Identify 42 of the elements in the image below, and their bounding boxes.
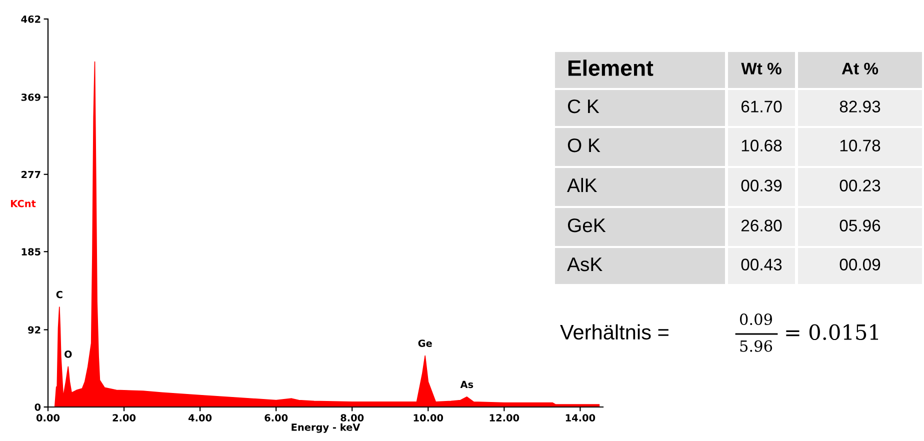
x-tick-label: 12.00 — [490, 414, 520, 422]
y-tick-label: 92 — [28, 326, 40, 334]
annotation: C — [56, 290, 62, 298]
y-tick-label: 0 — [34, 403, 41, 411]
x-tick-label: 0.00 — [36, 414, 60, 422]
text: 61.70 — [741, 100, 782, 112]
text: 26.80 — [741, 220, 782, 232]
annotation: Ge — [418, 340, 432, 347]
text: 05.96 — [840, 220, 880, 232]
y-tick-label: 185 — [22, 248, 40, 256]
x-tick-label: 2.00 — [112, 414, 136, 422]
text: 00.23 — [840, 180, 880, 192]
text: 5.96 — [740, 340, 772, 352]
text: = 0.0151 — [786, 324, 878, 340]
text: 00.09 — [840, 258, 880, 270]
y-axis-title: KCnt — [11, 200, 36, 208]
text: Wt % — [741, 62, 782, 74]
text: At % — [842, 62, 878, 74]
annotation: As — [460, 380, 474, 388]
y-tick-label: 277 — [22, 170, 40, 178]
annotation: AsK — [567, 258, 602, 272]
text: 82.93 — [840, 100, 880, 112]
x-tick-label: 10.00 — [414, 414, 444, 422]
x-tick-label: 4.00 — [188, 414, 212, 422]
x-tick-label: 6.00 — [264, 414, 288, 422]
text: 00.39 — [741, 180, 782, 192]
text: 10.68 — [742, 140, 782, 152]
annotation: Element — [568, 60, 654, 76]
annotation: Verhältnis = — [560, 324, 668, 340]
y-tick-label: 462 — [21, 15, 40, 23]
annotation: O K — [568, 138, 600, 152]
text: 00.43 — [741, 258, 782, 270]
x-axis-title: Energy - keV — [292, 423, 360, 433]
annotation: C K — [568, 99, 600, 114]
x-tick-label: 14.00 — [566, 414, 596, 422]
text: 10.78 — [840, 140, 880, 152]
y-tick-label: 369 — [21, 94, 40, 101]
x-tick-label: 8.00 — [340, 414, 364, 422]
text: 0.09 — [740, 313, 772, 326]
annotation: O — [64, 350, 72, 358]
annotation: AlK — [567, 178, 598, 192]
annotation: GeK — [568, 218, 606, 232]
